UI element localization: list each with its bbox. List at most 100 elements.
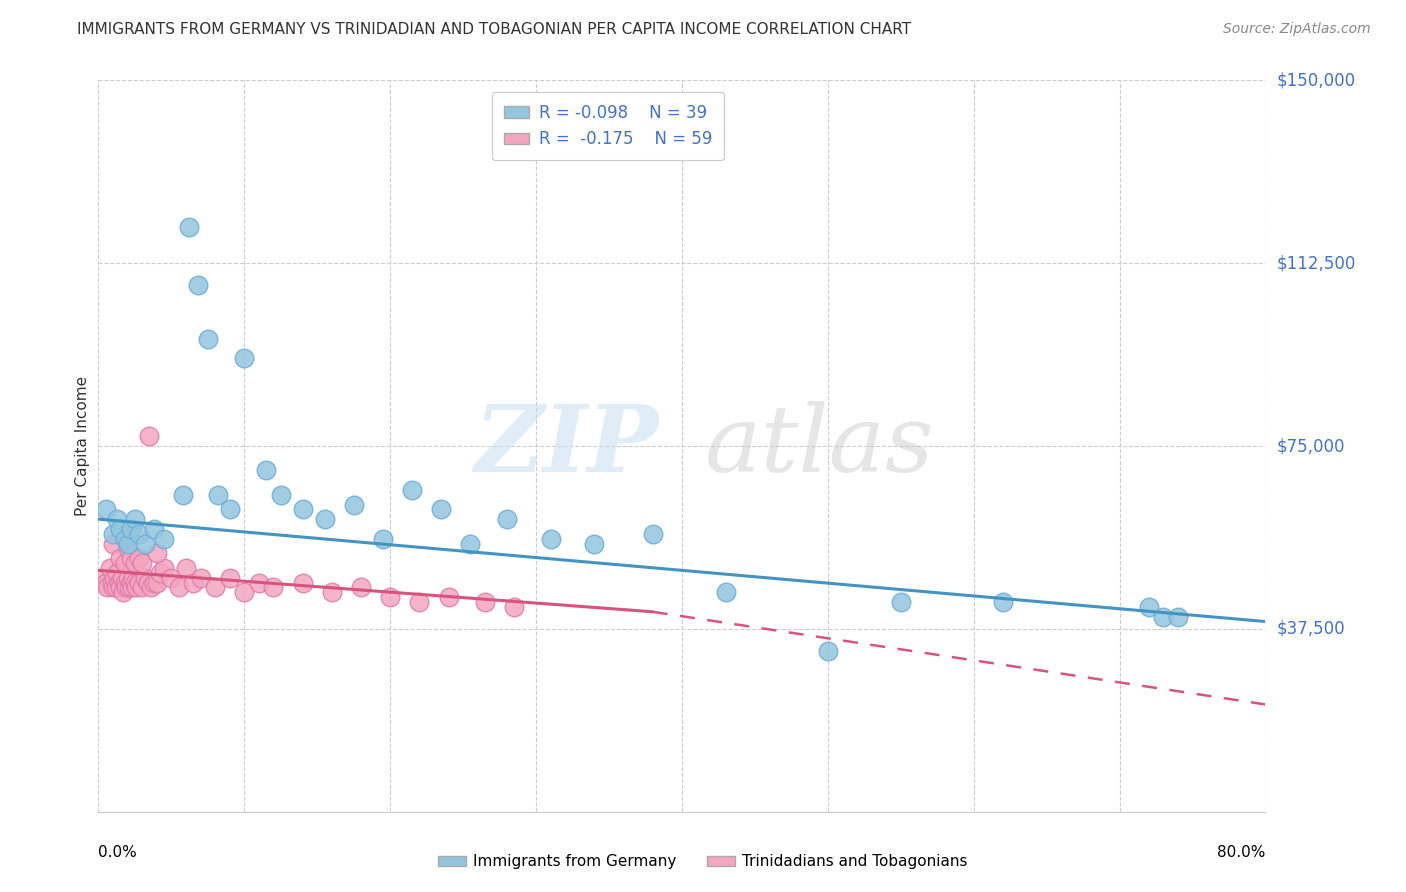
Point [314,512,336,526]
Point [254,463,277,477]
Point [270,488,292,502]
Point [101,526,124,541]
Point [291,502,314,516]
Point [146,575,169,590]
Point [371,532,394,546]
Point [118,581,141,595]
Point [139,581,162,595]
Point [991,595,1014,609]
Point [1152,609,1174,624]
Point [174,561,197,575]
Point [167,581,190,595]
Text: 80.0%: 80.0% [1218,845,1265,860]
Point [101,581,124,595]
Point [583,536,606,550]
Point [218,502,240,516]
Point [117,541,139,556]
Point [103,571,125,585]
Point [110,581,132,595]
Point [204,581,226,595]
Point [96,581,118,595]
Point [120,575,142,590]
Point [153,532,176,546]
Point [207,488,229,502]
Point [105,566,128,580]
Point [233,351,256,366]
Point [817,644,839,658]
Point [134,571,156,585]
Point [136,575,159,590]
Point [408,595,430,609]
Point [146,546,169,560]
Point [128,575,150,590]
Point [114,575,136,590]
Point [291,575,314,590]
Point [496,512,519,526]
Text: $150,000: $150,000 [1277,71,1355,89]
Text: 0.0%: 0.0% [98,845,138,860]
Point [1137,599,1160,614]
Point [124,556,146,570]
Point [124,512,146,526]
Point [131,581,153,595]
Point [112,585,135,599]
Point [100,575,122,590]
Point [117,571,139,585]
Point [343,498,366,512]
Point [120,522,142,536]
Point [131,556,153,570]
Point [181,575,204,590]
Text: $112,500: $112,500 [1277,254,1355,272]
Point [714,585,737,599]
Point [540,532,562,546]
Y-axis label: Per Capita Income: Per Capita Income [75,376,90,516]
Point [1167,609,1189,624]
Point [153,561,176,575]
Point [218,571,240,585]
Text: IMMIGRANTS FROM GERMANY VS TRINIDADIAN AND TOBAGONIAN PER CAPITA INCOME CORRELAT: IMMIGRANTS FROM GERMANY VS TRINIDADIAN A… [77,22,911,37]
Point [503,599,526,614]
Point [641,526,664,541]
Point [460,536,482,550]
Point [121,581,143,595]
Point [172,488,194,502]
Legend: R = -0.098    N = 39, R =  -0.175    N = 59: R = -0.098 N = 39, R = -0.175 N = 59 [492,92,724,160]
Text: atlas: atlas [706,401,935,491]
Point [94,575,117,590]
Point [190,571,212,585]
Point [104,581,127,595]
Point [125,581,148,595]
Text: $75,000: $75,000 [1277,437,1346,455]
Point [101,536,124,550]
Point [142,522,165,536]
Point [233,585,256,599]
Point [108,575,131,590]
Point [120,551,142,566]
Point [117,536,139,550]
Point [98,561,121,575]
Text: ZIP: ZIP [474,401,658,491]
Point [160,571,183,585]
Point [350,581,373,595]
Point [110,551,132,566]
Point [115,581,138,595]
Point [262,581,284,595]
Point [401,483,423,497]
Point [114,556,136,570]
Text: $37,500: $37,500 [1277,620,1346,638]
Point [197,332,219,346]
Point [128,526,150,541]
Point [177,219,200,234]
Point [247,575,270,590]
Point [114,532,136,546]
Point [122,571,145,585]
Point [105,512,128,526]
Point [110,522,132,536]
Point [91,571,114,585]
Point [124,575,146,590]
Point [430,502,453,516]
Text: Source: ZipAtlas.com: Source: ZipAtlas.com [1223,22,1371,37]
Point [149,566,172,580]
Point [437,590,460,604]
Point [474,595,496,609]
